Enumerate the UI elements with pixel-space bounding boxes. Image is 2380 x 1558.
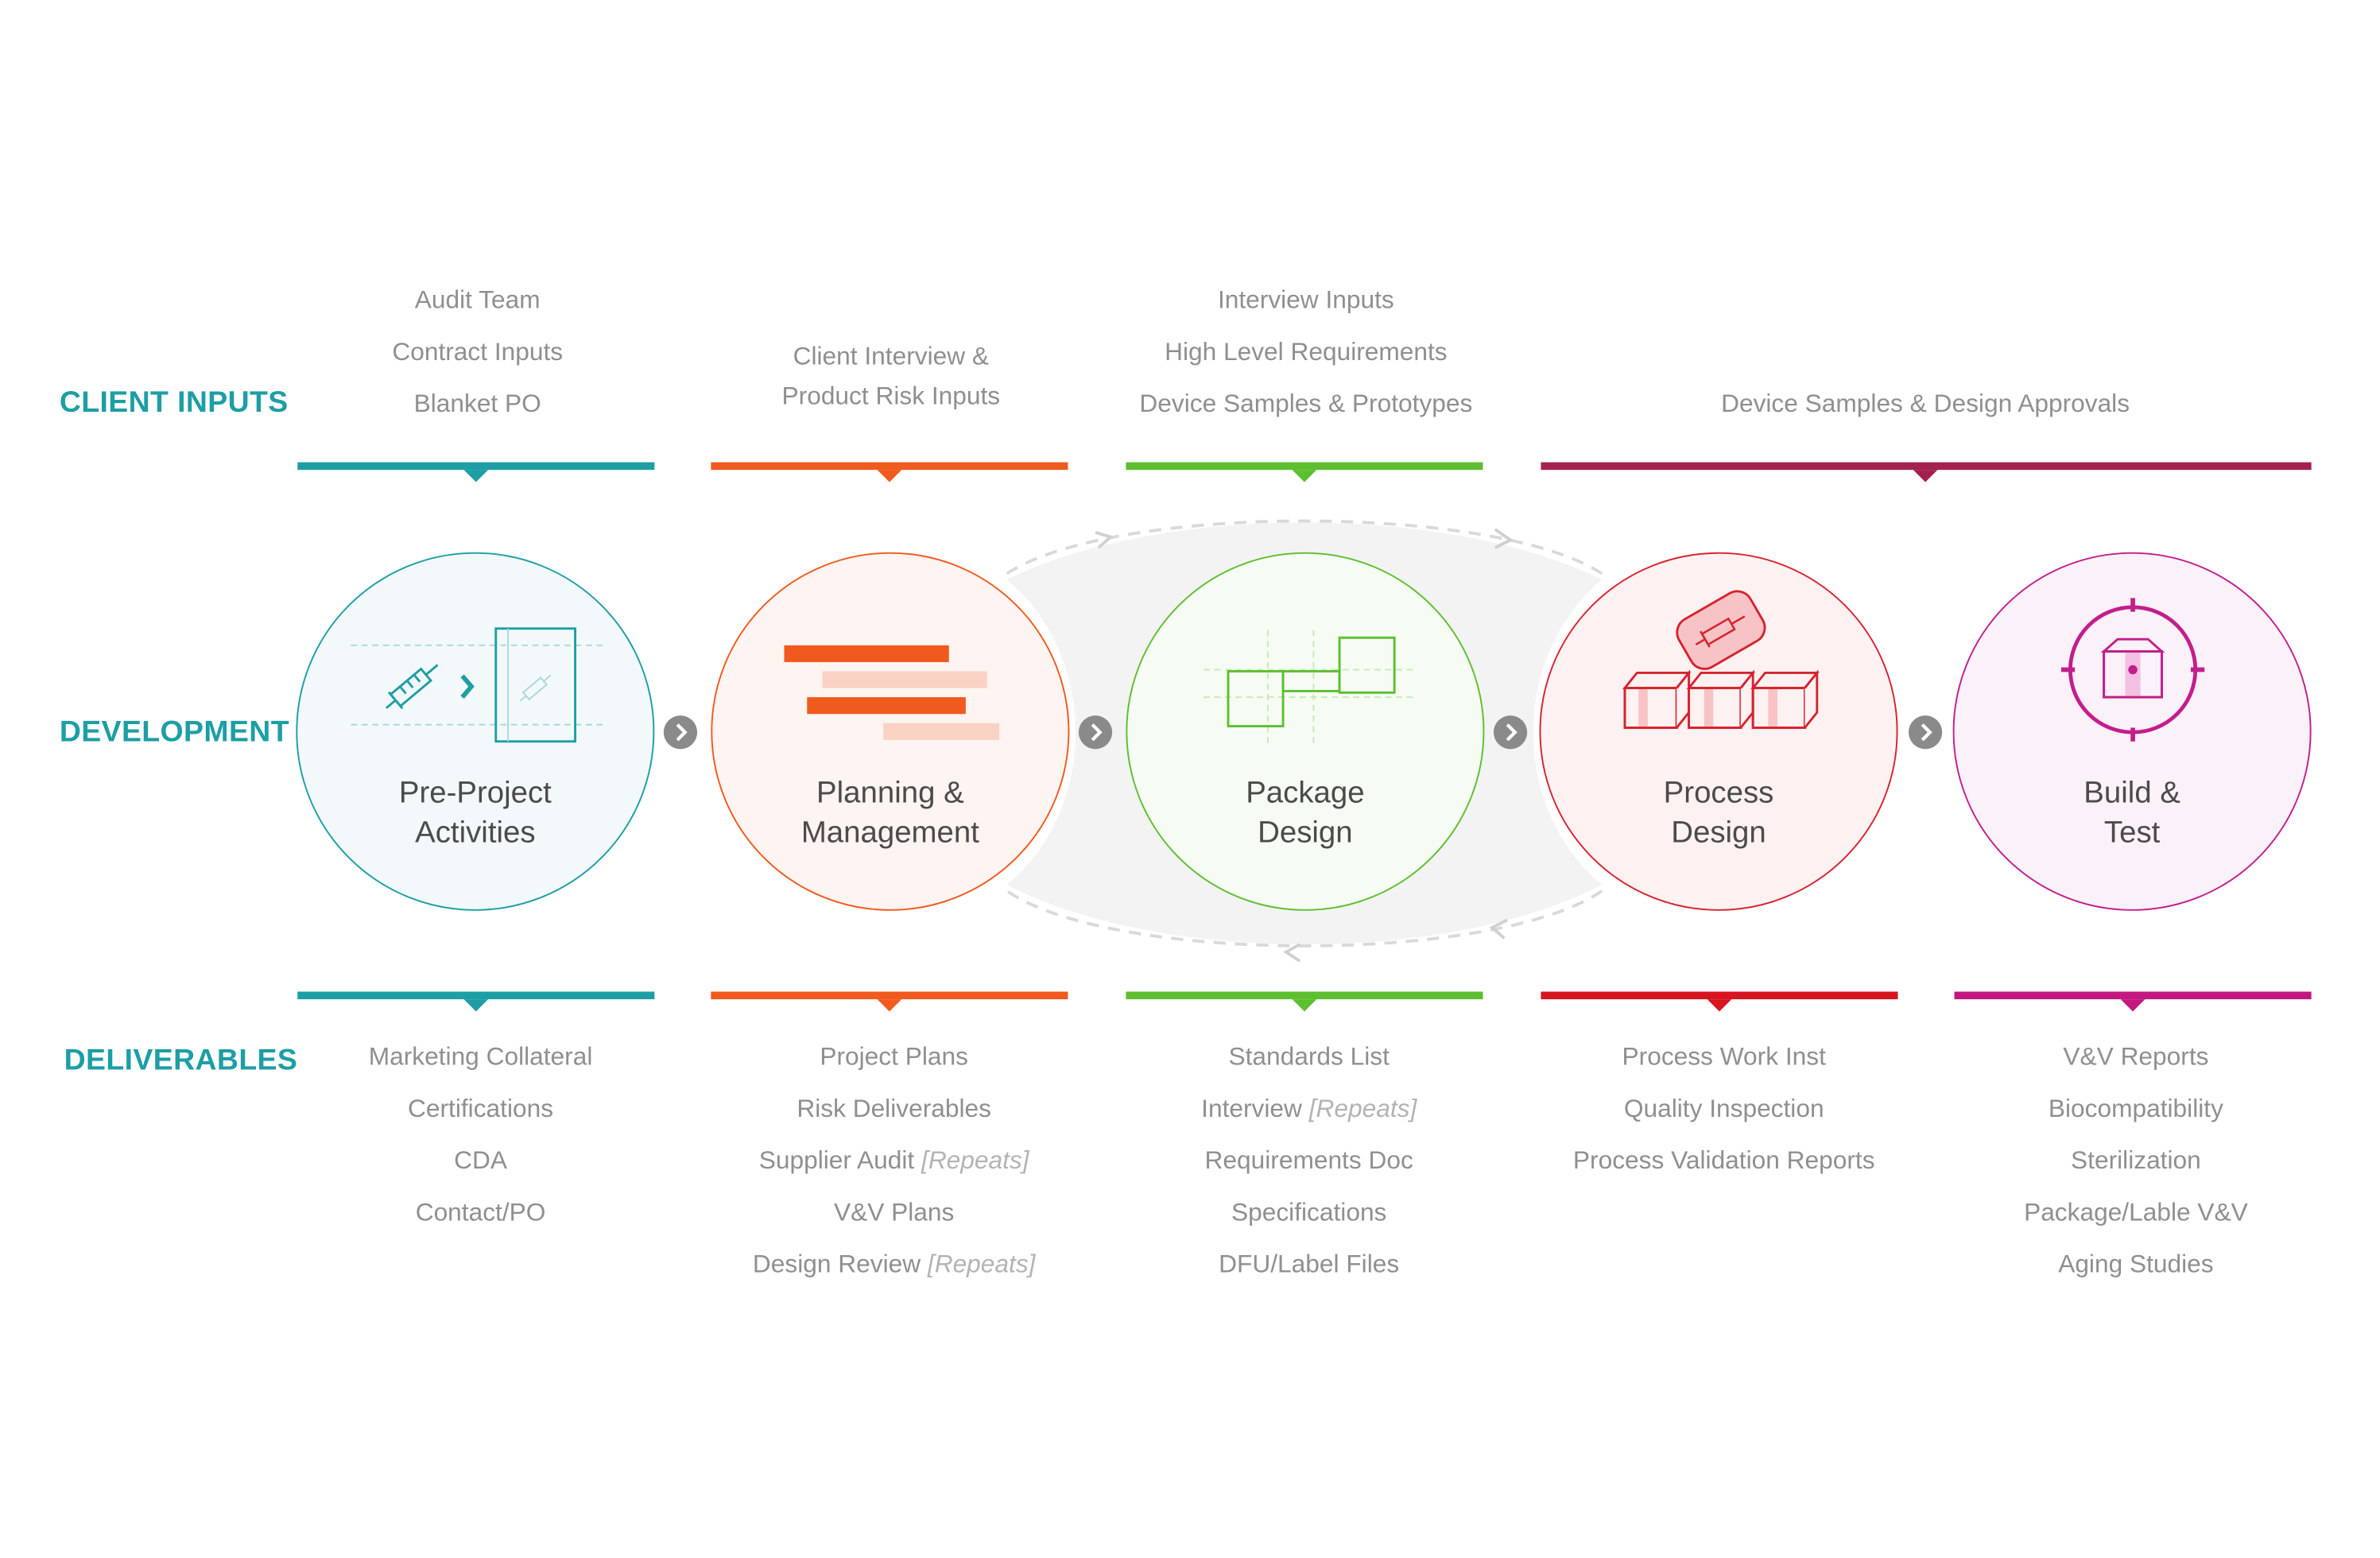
deliverables-bar-pointer [1292,999,1317,1012]
package-layout-icon [1204,630,1417,745]
client-inputs-pre-project: Audit Team Contract Inputs Blanket PO [392,274,563,430]
row-label-deliverables: DELIVERABLES [64,1043,298,1077]
list-item: Specifications [1231,1199,1387,1227]
loop-arrow-bottom [1006,889,1603,948]
deliverables-bar-pointer [463,999,489,1012]
list-item: Product Risk Inputs [781,382,1001,411]
row-label-development: DEVELOPMENT [59,715,289,750]
client-bar-package [1126,462,1483,471]
boxes-syringe-icon [1622,590,1820,729]
list-item: Contract Inputs [392,339,564,366]
stage-title: Process Design [1663,776,1774,851]
stage-title: Pre-Project Activities [398,776,552,851]
repeats-note: [Repeats] [927,1250,1036,1279]
deliverables-bar-pointer [877,999,902,1012]
list-item: DFU/Label Files [1219,1250,1400,1279]
list-item: Blanket PO [413,390,541,418]
deliverables-bar-pointer [1707,999,1732,1012]
client-bar-process-build [1541,462,2312,471]
list-item: Audit Team [414,286,541,315]
list-item: CDA [454,1147,507,1175]
deliverables-bar-package [1126,991,1483,1000]
chevron-right-icon [1921,723,1932,742]
chevron-right-icon [676,723,688,742]
list-item: Design Review [Repeats] [752,1250,1036,1279]
client-bar-pointer [463,470,489,483]
loop-chevron [1489,918,1509,940]
list-item: V&V Plans [833,1199,955,1227]
client-bar-pre-project [297,462,655,471]
gantt-chart-icon [784,645,1000,740]
stage-title: Build & Test [2083,776,2180,851]
stage-title: Planning & Management [800,776,979,851]
client-inputs-planning: Client Interview & Product Risk Inputs [782,337,1001,417]
client-inputs-process-build: Device Samples & Design Approvals [1721,378,2130,430]
repeats-note: [Repeats] [921,1147,1029,1175]
client-bar-pointer [1913,470,1938,483]
loop-chevron [1494,528,1514,549]
list-item: Sterilization [2071,1147,2201,1175]
stage-planning-management[interactable]: Planning & Management [711,552,1070,911]
chevron-right-icon [1091,723,1103,742]
client-bar-pointer [877,470,902,483]
list-item: Standards List [1228,1043,1390,1072]
next-stage-button[interactable] [1078,715,1113,750]
list-item: Quality Inspection [1623,1095,1824,1123]
list-item: Aging Studies [2058,1250,2214,1279]
deliverables-planning: Project Plans Risk Deliverables Supplier… [753,1031,1036,1290]
loop-chevron [1095,530,1114,549]
next-stage-button[interactable] [663,715,698,750]
list-item: Contact/PO [415,1199,546,1227]
stage-package-design[interactable]: Package Design [1126,552,1485,911]
list-item: Biocompatibility [2048,1095,2223,1123]
list-item: Certifications [408,1095,554,1123]
repeats-note: [Repeats] [1308,1095,1417,1123]
list-item: Process Work Inst [1622,1043,1826,1072]
list-item: Device Samples & Prototypes [1139,390,1473,418]
chevron-right-icon [1506,723,1518,742]
deliverables-bar-build [1954,991,2312,1000]
deliverables-bar-pre-project [297,991,655,1000]
loop-chevron [1283,943,1301,963]
deliverables-package: Standards List Interview [Repeats] Requi… [1201,1031,1417,1290]
stage-pre-project[interactable]: Pre-Project Activities [296,552,655,911]
list-item: Process Validation Reports [1572,1147,1875,1175]
client-bar-pointer [1292,470,1317,483]
list-item: High Level Requirements [1165,339,1448,366]
list-item: Interview [Repeats] [1201,1095,1417,1123]
list-item: Marketing Collateral [368,1043,593,1072]
deliverables-build: V&V Reports Biocompatibility Sterilizati… [2024,1031,2248,1290]
client-bar-planning [711,462,1068,471]
list-item: Interview Inputs [1217,286,1394,315]
loop-arrow-top [1006,519,1603,576]
stage-title: Package Design [1246,776,1365,851]
next-stage-button[interactable] [1493,715,1528,750]
client-inputs-package: Interview Inputs High Level Requirements… [1139,274,1472,430]
list-item: Package/Lable V&V [2024,1199,2248,1227]
deliverables-bar-planning [711,991,1068,1000]
row-label-client-inputs: CLIENT INPUTS [59,386,289,420]
deliverables-bar-pointer [2120,999,2145,1012]
stage-process-design[interactable]: Process Design [1539,552,1898,911]
stage-build-test[interactable]: Build & Test [1952,552,2312,911]
target-box-icon [2060,598,2205,742]
list-item: Client Interview & [793,343,990,371]
deliverables-bar-process [1541,991,1898,1000]
deliverables-pre-project: Marketing Collateral Certifications CDA … [369,1031,593,1238]
list-item: Project Plans [820,1043,968,1072]
list-item: V&V Reports [2063,1043,2209,1072]
list-item: Supplier Audit [Repeats] [758,1147,1029,1175]
next-stage-button[interactable] [1908,715,1943,750]
syringe-to-package-icon [351,627,603,743]
list-item: Requirements Doc [1204,1147,1413,1175]
list-item: Device Samples & Design Approvals [1721,390,2130,418]
list-item: Risk Deliverables [797,1095,991,1123]
deliverables-process: Process Work Inst Quality Inspection Pro… [1573,1031,1875,1187]
